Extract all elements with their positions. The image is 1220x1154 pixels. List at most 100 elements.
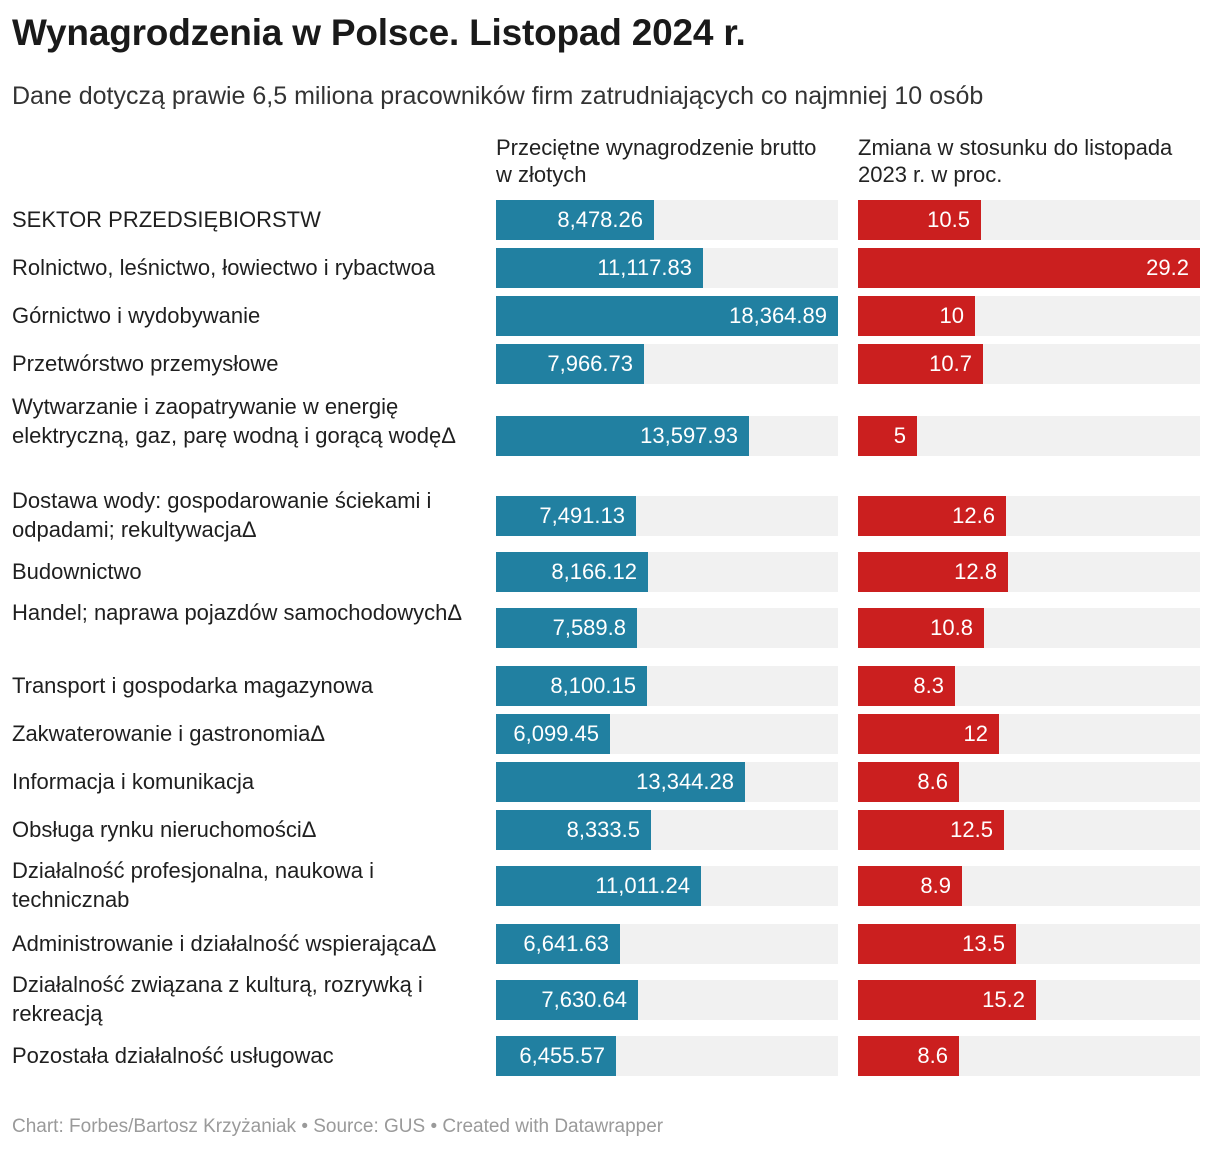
change-bar-track: 29.2 xyxy=(858,248,1200,288)
salary-bar-track: 8,478.26 xyxy=(496,200,838,240)
change-bar-track: 10.7 xyxy=(858,344,1200,384)
salary-value-label: 18,364.89 xyxy=(729,303,827,328)
change-bar-track: 5 xyxy=(858,416,1200,456)
row-label: Handel; naprawa pojazdów samochodowychΔ xyxy=(12,600,463,625)
change-bar xyxy=(858,924,1016,964)
salary-bar xyxy=(496,296,838,336)
salary-value-label: 13,597.93 xyxy=(640,423,738,448)
row-label: Rolnictwo, leśnictwo, łowiectwo i rybact… xyxy=(12,254,436,280)
salary-bar-track: 7,630.64 xyxy=(496,980,838,1020)
salary-bar-track: 6,099.45 xyxy=(496,714,838,754)
change-bar xyxy=(858,416,917,456)
change-bar xyxy=(858,496,1006,536)
salary-value-label: 7,966.73 xyxy=(547,351,633,376)
row-label: Transport i gospodarka magazynowa xyxy=(12,672,374,698)
salary-bar-track: 7,589.8 xyxy=(496,608,838,648)
salary-value-label: 6,099.45 xyxy=(513,721,599,746)
change-bar xyxy=(858,810,1004,850)
salary-value-label: 11,117.83 xyxy=(597,255,692,280)
change-bar xyxy=(858,714,999,754)
salary-bar xyxy=(496,248,703,288)
chart-title: Wynagrodzenia w Polsce. Listopad 2024 r. xyxy=(12,12,746,53)
salary-bar-track: 6,455.57 xyxy=(496,1036,838,1076)
change-bar-track: 8.6 xyxy=(858,1036,1200,1076)
change-value-label: 12 xyxy=(963,721,988,746)
change-bar-track: 10 xyxy=(858,296,1200,336)
row-label: Działalność profesjonalna, naukowa i tec… xyxy=(12,858,374,912)
change-bar xyxy=(858,344,983,384)
change-bar-track: 12.6 xyxy=(858,496,1200,536)
change-bar-track: 12.8 xyxy=(858,552,1200,592)
row-label: SEKTOR PRZEDSIĘBIORSTW xyxy=(12,206,321,232)
salary-bar xyxy=(496,714,610,754)
change-value-label: 12.8 xyxy=(954,559,997,584)
salary-bar-track: 7,966.73 xyxy=(496,344,838,384)
row-label: Informacja i komunikacja xyxy=(12,768,255,794)
change-value-label: 13.5 xyxy=(962,931,1005,956)
chart-footer: Chart: Forbes/Bartosz Krzyżaniak • Sourc… xyxy=(12,1116,664,1137)
change-bar-track: 15.2 xyxy=(858,980,1200,1020)
change-bar-track: 10.5 xyxy=(858,200,1200,240)
change-value-label: 8.6 xyxy=(917,769,948,794)
salary-bar xyxy=(496,866,701,906)
salary-bar xyxy=(496,496,636,536)
row-label: Obsługa rynku nieruchomościΔ xyxy=(12,816,317,842)
row-label: Działalność związana z kulturą, rozrywką… xyxy=(12,972,423,1026)
change-value-label: 10.8 xyxy=(930,615,973,640)
row-label: Budownictwo xyxy=(12,558,142,584)
salary-bar xyxy=(496,666,647,706)
change-bar-track: 12 xyxy=(858,714,1200,754)
change-value-label: 10 xyxy=(939,303,964,328)
salary-bar-track: 8,166.12 xyxy=(496,552,838,592)
salary-value-label: 8,100.15 xyxy=(550,673,636,698)
salary-bar-track: 11,011.24 xyxy=(496,866,838,906)
change-bar xyxy=(858,200,981,240)
salary-bar xyxy=(496,810,651,850)
salary-value-label: 6,455.57 xyxy=(519,1043,605,1068)
change-value-label: 8.9 xyxy=(920,873,951,898)
row-label: Dostawa wody: gospodarowanie ściekami i … xyxy=(12,488,432,542)
salary-bar xyxy=(496,980,638,1020)
salary-value-label: 11,011.24 xyxy=(595,873,690,898)
change-bar xyxy=(858,552,1008,592)
row-label: Wytwarzanie i zaopatrywanie w energię el… xyxy=(12,393,456,448)
change-bar-track: 12.5 xyxy=(858,810,1200,850)
change-value-label: 5 xyxy=(893,423,906,448)
change-bar xyxy=(858,248,1200,288)
change-value-label: 12.5 xyxy=(950,817,993,842)
change-bar xyxy=(858,866,962,906)
salary-value-label: 6,641.63 xyxy=(523,931,609,956)
row-label: Górnictwo i wydobywanie xyxy=(12,302,261,328)
change-value-label: 10.5 xyxy=(927,207,970,232)
change-value-label: 29.2 xyxy=(1146,255,1189,280)
salary-value-label: 7,589.8 xyxy=(552,615,626,640)
salary-bar-track: 6,641.63 xyxy=(496,924,838,964)
salary-bar xyxy=(496,924,620,964)
salary-bar-track: 8,333.5 xyxy=(496,810,838,850)
change-bar xyxy=(858,666,955,706)
change-bar-track: 10.8 xyxy=(858,608,1200,648)
change-bar xyxy=(858,296,975,336)
row-label: Administrowanie i działalność wspierając… xyxy=(12,930,437,956)
change-bar-track: 8.3 xyxy=(858,666,1200,706)
salary-value-label: 7,630.64 xyxy=(541,987,627,1012)
change-value-label: 8.6 xyxy=(917,1043,948,1068)
change-bar xyxy=(858,762,959,802)
column-header-change: Zmiana w stosunku do listopada 2023 r. w… xyxy=(858,135,1173,187)
chart-subtitle: Dane dotyczą prawie 6,5 miliona pracowni… xyxy=(12,82,984,110)
change-value-label: 12.6 xyxy=(952,503,995,528)
salary-bar-track: 11,117.83 xyxy=(496,248,838,288)
salary-bar xyxy=(496,344,644,384)
salary-value-label: 7,491.13 xyxy=(539,503,625,528)
change-bar xyxy=(858,1036,959,1076)
change-value-label: 15.2 xyxy=(982,987,1025,1012)
salary-value-label: 8,166.12 xyxy=(551,559,637,584)
salary-bar xyxy=(496,608,637,648)
salary-bar xyxy=(496,762,745,802)
salary-bar-track: 7,491.13 xyxy=(496,496,838,536)
salary-value-label: 8,333.5 xyxy=(566,817,640,842)
salary-bar-track: 13,344.28 xyxy=(496,762,838,802)
change-bar-track: 13.5 xyxy=(858,924,1200,964)
change-value-label: 10.7 xyxy=(929,351,972,376)
salary-value-label: 13,344.28 xyxy=(636,769,734,794)
